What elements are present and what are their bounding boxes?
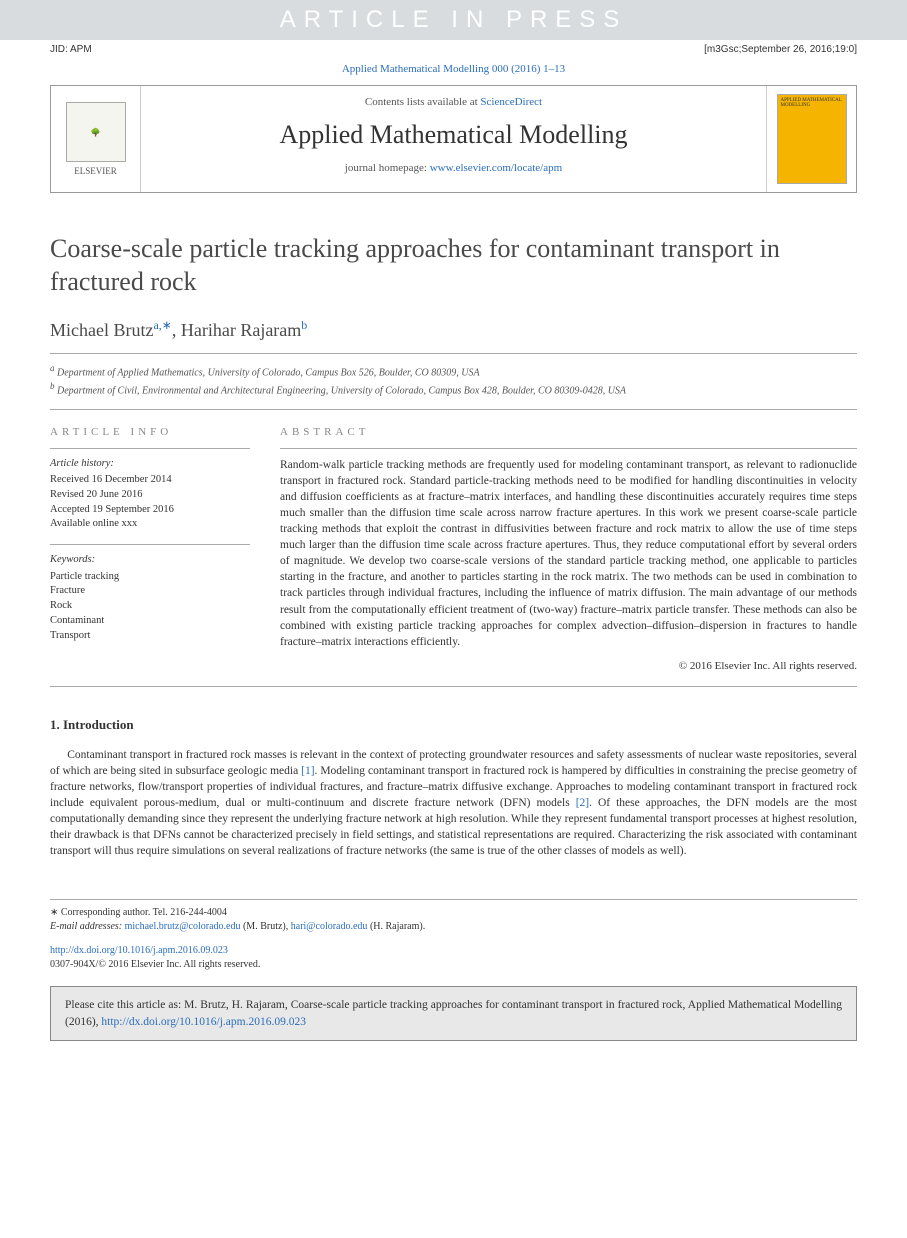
typeset-meta: [m3Gsc;September 26, 2016;19:0]	[704, 44, 857, 55]
keyword-1: Particle tracking	[50, 570, 250, 585]
article-info-column: ARTICLE INFO Article history: Received 1…	[50, 426, 250, 672]
contents-prefix: Contents lists available at	[365, 96, 480, 108]
received-date: Received 16 December 2014	[50, 473, 250, 488]
article-title: Coarse-scale particle tracking approache…	[50, 233, 857, 298]
abstract-header: ABSTRACT	[280, 426, 857, 438]
footer-notes: ∗ Corresponding author. Tel. 216-244-400…	[50, 899, 857, 934]
keyword-4: Contaminant	[50, 614, 250, 629]
email-line: E-mail addresses: michael.brutz@colorado…	[50, 920, 857, 934]
citation-header: Applied Mathematical Modelling 000 (2016…	[0, 59, 907, 85]
abstract-copyright: © 2016 Elsevier Inc. All rights reserved…	[280, 660, 857, 672]
abstract-text: Random-walk particle tracking methods ar…	[280, 448, 857, 650]
doi-link[interactable]: http://dx.doi.org/10.1016/j.apm.2016.09.…	[50, 945, 228, 956]
email-2-link[interactable]: hari@colorado.edu	[291, 921, 368, 932]
doi-block: http://dx.doi.org/10.1016/j.apm.2016.09.…	[50, 944, 857, 972]
ref-1-link[interactable]: [1]	[301, 765, 314, 777]
issn-copyright: 0307-904X/© 2016 Elsevier Inc. All right…	[50, 958, 857, 972]
email-label: E-mail addresses:	[50, 921, 125, 932]
author-1-affil-sup[interactable]: a,∗	[153, 318, 171, 332]
author-2-affil-sup[interactable]: b	[301, 318, 307, 332]
corresponding-author: ∗ Corresponding author. Tel. 216-244-400…	[50, 906, 857, 920]
email-1-link[interactable]: michael.brutz@colorado.edu	[125, 921, 241, 932]
journal-cover-thumbnail: APPLIED MATHEMATICAL MODELLING	[777, 94, 847, 184]
author-2-name: Harihar Rajaram	[181, 320, 301, 340]
history-label: Article history:	[50, 457, 250, 472]
journal-header-center: Contents lists available at ScienceDirec…	[141, 86, 766, 192]
author-sep: ,	[172, 320, 181, 340]
journal-header-box: 🌳 ELSEVIER Contents lists available at S…	[50, 85, 857, 193]
contents-line: Contents lists available at ScienceDirec…	[151, 96, 756, 108]
email-1-suffix: (M. Brutz),	[240, 921, 290, 932]
citation-box: Please cite this article as: M. Brutz, H…	[50, 986, 857, 1040]
accepted-date: Accepted 19 September 2016	[50, 503, 250, 518]
affiliation-b-text: Department of Civil, Environmental and A…	[57, 386, 626, 397]
affiliations-block: a Department of Applied Mathematics, Uni…	[50, 362, 857, 410]
publisher-name: ELSEVIER	[74, 166, 117, 176]
publisher-logo-cell: 🌳 ELSEVIER	[51, 86, 141, 192]
keywords-block: Keywords: Particle tracking Fracture Roc…	[50, 544, 250, 643]
keywords-label: Keywords:	[50, 553, 250, 568]
revised-date: Revised 20 June 2016	[50, 488, 250, 503]
typeset-info-row: JID: APM [m3Gsc;September 26, 2016;19:0]	[0, 40, 907, 59]
article-info-header: ARTICLE INFO	[50, 426, 250, 438]
online-date: Available online xxx	[50, 517, 250, 532]
affiliation-a: a Department of Applied Mathematics, Uni…	[50, 362, 857, 380]
email-2-suffix: (H. Rajaram).	[367, 921, 425, 932]
article-history-block: Article history: Received 16 December 20…	[50, 448, 250, 532]
journal-cover-cell: APPLIED MATHEMATICAL MODELLING	[766, 86, 856, 192]
citation-doi-link[interactable]: http://dx.doi.org/10.1016/j.apm.2016.09.…	[101, 1016, 306, 1028]
keyword-3: Rock	[50, 599, 250, 614]
info-abstract-row: ARTICLE INFO Article history: Received 1…	[50, 426, 857, 687]
journal-name: Applied Mathematical Modelling	[151, 120, 756, 150]
keyword-2: Fracture	[50, 584, 250, 599]
jid-label: JID: APM	[50, 44, 92, 55]
abstract-column: ABSTRACT Random-walk particle tracking m…	[280, 426, 857, 672]
article-in-press-banner: ARTICLE IN PRESS	[0, 0, 907, 40]
section-1-heading: 1. Introduction	[50, 717, 857, 733]
intro-paragraph-1: Contaminant transport in fractured rock …	[50, 747, 857, 860]
affiliation-b: b Department of Civil, Environmental and…	[50, 380, 857, 398]
keyword-5: Transport	[50, 629, 250, 644]
sciencedirect-link[interactable]: ScienceDirect	[480, 96, 542, 108]
ref-2-link[interactable]: [2]	[576, 797, 589, 809]
author-1-name: Michael Brutz	[50, 320, 153, 340]
author-list: Michael Brutza,∗, Harihar Rajaramb	[50, 318, 857, 354]
affiliation-a-text: Department of Applied Mathematics, Unive…	[57, 367, 480, 378]
homepage-link[interactable]: www.elsevier.com/locate/apm	[430, 162, 562, 174]
homepage-line: journal homepage: www.elsevier.com/locat…	[151, 162, 756, 174]
homepage-prefix: journal homepage:	[345, 162, 430, 174]
elsevier-tree-icon: 🌳	[66, 102, 126, 162]
